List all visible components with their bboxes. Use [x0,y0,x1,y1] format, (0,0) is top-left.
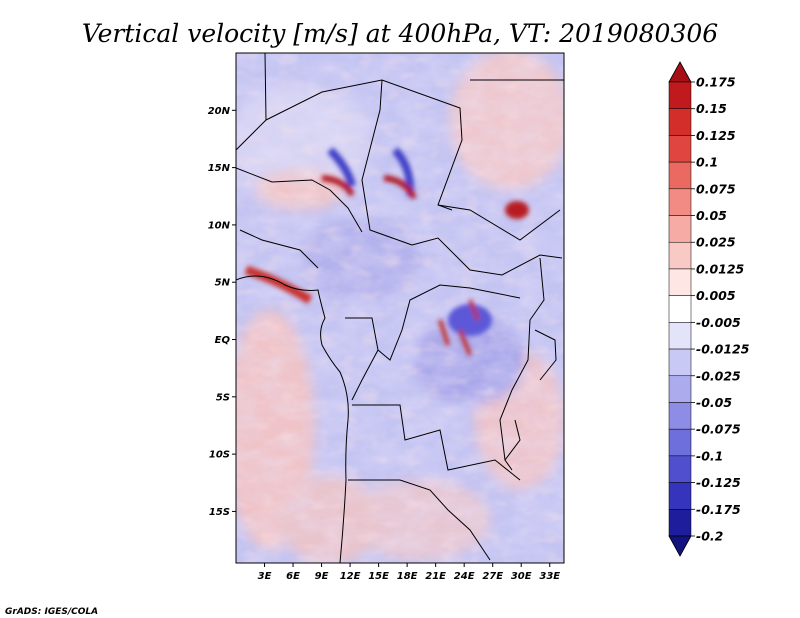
x-tick-label: 18E [397,571,418,582]
x-tick-label: 3E [258,571,272,582]
colorbar-label: 0.05 [696,208,727,223]
x-tick-label: 21E [425,571,446,582]
colorbar-label: -0.05 [696,395,732,410]
colorbar-swatch [668,402,692,430]
colorbar-label: 0.1 [696,155,718,170]
colorbar-label: 0.025 [696,235,736,250]
y-tick-label: 5N [215,278,231,289]
colorbar-swatch [668,215,692,243]
colorbar-label: -0.2 [696,529,723,544]
colorbar-label: -0.075 [696,422,741,437]
colorbar-swatch [668,135,692,163]
colorbar-label: 0.005 [696,288,736,303]
x-tick-label: 6E [286,571,300,582]
colorbar-label: -0.0125 [696,342,750,357]
colorbar-swatch [668,241,692,270]
x-tick-label: 15E [368,571,389,582]
x-tick-label: 33E [539,571,560,582]
y-tick-label: EQ [215,335,231,346]
y-tick-label: 5S [216,392,230,403]
coastlines-borders [236,53,564,563]
colorbar-label: -0.025 [696,368,741,383]
colorbar-swatch [668,295,692,323]
colorbar-swatch [668,428,692,457]
colorbar-top-arrow [668,61,692,83]
colorbar-swatch [668,455,692,483]
field-features [244,147,529,356]
colorbar-swatch [668,188,692,216]
x-tick-label: 30E [511,571,532,582]
chart-title: Vertical velocity [m/s] at 400hPa, VT: 2… [82,19,718,48]
y-tick-label: 10S [209,450,230,461]
y-tick-label: 15N [208,163,231,174]
y-tick-label: 10N [208,220,231,231]
colorbar-label: 0.125 [696,128,736,143]
y-tick-label: 20N [208,106,231,117]
colorbar-label: 0.175 [696,75,736,90]
colorbar-swatch [668,509,692,537]
colorbar-label: 0.075 [696,181,736,196]
colorbar-label: 0.0125 [696,261,745,276]
colorbar-label: -0.1 [696,448,723,463]
x-axis: 3E 6E 9E 12E 15E 18E 21E 24E 27E 30E 33E [258,563,560,582]
plot-area [236,53,564,563]
y-axis: 20N 15N 10N 5N EQ 5S 10S 15S [208,106,236,518]
x-tick-label: 9E [315,571,329,582]
colorbar: 0.175 0.15 0.125 0.1 0.075 0.05 0.025 0.0125 0.0… [668,61,750,557]
colorbar-bottom-arrow [668,535,692,557]
plot-frame [235,52,565,564]
credit-footer: GrADS: IGES/COLA [5,607,98,617]
colorbar-swatch [668,108,692,136]
x-tick-label: 24E [454,571,475,582]
colorbar-swatch [668,482,692,510]
x-tick-label: 27E [482,571,503,582]
colorbar-label: -0.175 [696,502,741,517]
colorbar-label: -0.125 [696,475,741,490]
colorbar-swatch [668,161,692,190]
field-texture-red [236,53,564,563]
colorbar-swatch [668,268,692,296]
colorbar-swatch [668,322,692,350]
colorbar-swatch [668,348,692,377]
colorbar-label: -0.005 [696,315,741,330]
colorbar-swatch [668,81,692,109]
colorbar-swatch [668,375,692,403]
colorbar-label: 0.15 [696,101,727,116]
x-tick-label: 12E [340,571,361,582]
y-tick-label: 15S [209,507,230,518]
